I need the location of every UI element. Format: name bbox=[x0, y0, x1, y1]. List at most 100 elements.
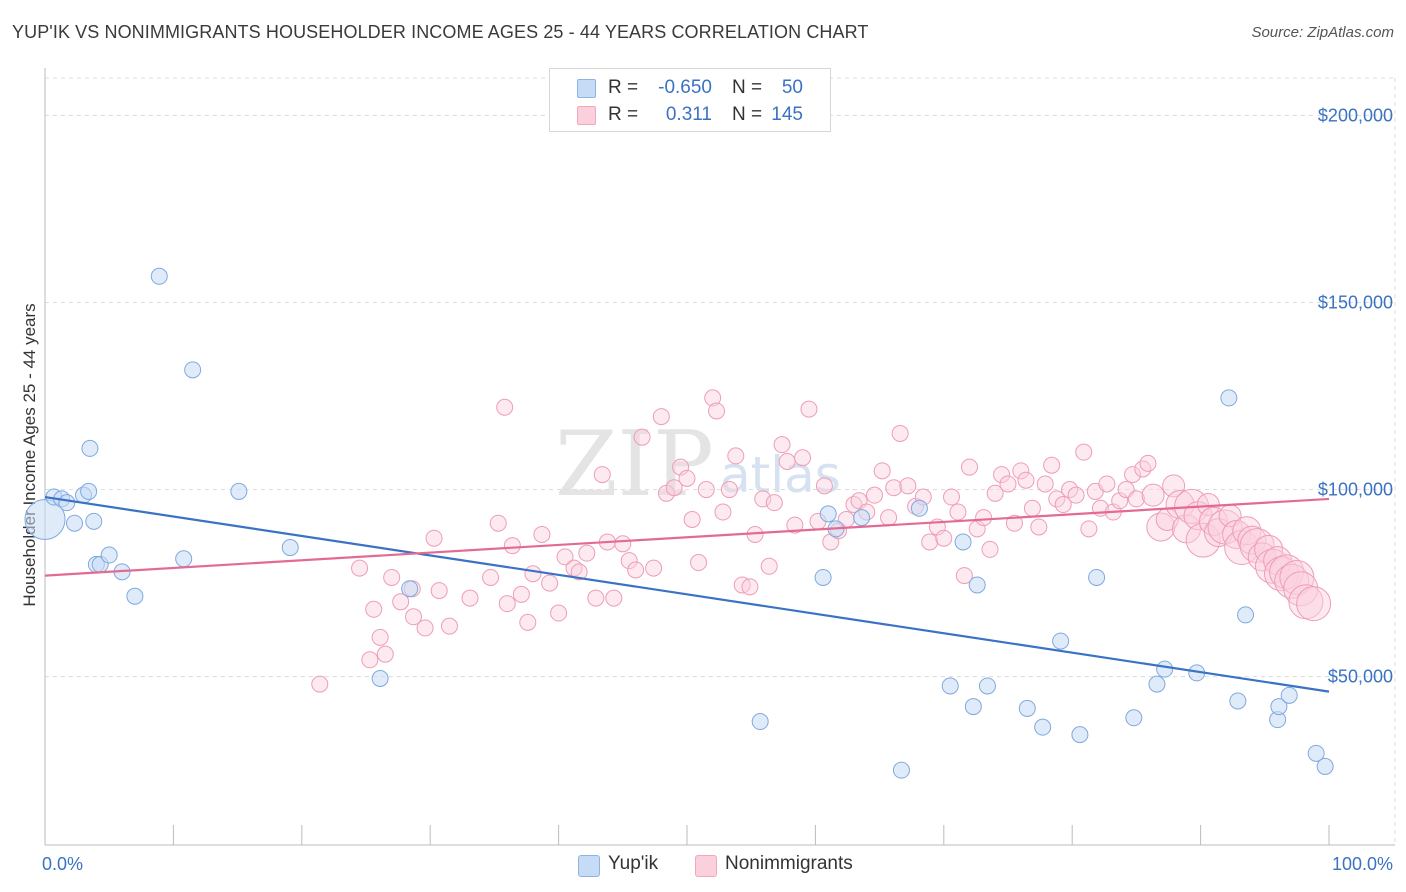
point-nonimmigrants bbox=[815, 477, 833, 495]
point-nonimmigrants bbox=[627, 561, 645, 579]
point-nonimmigrants bbox=[1296, 586, 1332, 622]
point-yupik bbox=[853, 509, 871, 527]
point-yupik bbox=[85, 512, 103, 530]
legend-n-value: 50 bbox=[781, 77, 803, 98]
point-yupik bbox=[175, 550, 193, 568]
axes bbox=[44, 68, 1395, 846]
legend-label-nonimmigrants: Nonimmigrants bbox=[725, 853, 853, 874]
point-nonimmigrants bbox=[885, 479, 903, 497]
point-nonimmigrants bbox=[741, 578, 759, 596]
legend-swatch-yupik bbox=[577, 79, 596, 98]
point-nonimmigrants bbox=[482, 568, 500, 586]
x-tick-label: 100.0% bbox=[1332, 854, 1393, 874]
point-yupik bbox=[1307, 744, 1325, 762]
point-yupik bbox=[892, 761, 910, 779]
point-nonimmigrants bbox=[512, 585, 530, 603]
point-nonimmigrants bbox=[570, 563, 588, 581]
point-nonimmigrants bbox=[981, 540, 999, 558]
point-nonimmigrants bbox=[430, 582, 448, 600]
point-nonimmigrants bbox=[1048, 490, 1066, 508]
point-yupik bbox=[1237, 606, 1255, 624]
point-yupik bbox=[401, 580, 419, 598]
point-yupik bbox=[1148, 675, 1166, 693]
point-nonimmigrants bbox=[524, 565, 542, 583]
point-nonimmigrants bbox=[1139, 454, 1157, 472]
point-yupik bbox=[230, 482, 248, 500]
point-nonimmigrants bbox=[620, 552, 638, 570]
y-tick-label: $150,000 bbox=[1318, 292, 1393, 312]
point-nonimmigrants bbox=[1127, 490, 1145, 508]
point-nonimmigrants bbox=[614, 535, 632, 553]
point-nonimmigrants bbox=[773, 436, 791, 454]
trend-lines bbox=[44, 495, 1330, 693]
point-nonimmigrants bbox=[999, 475, 1017, 493]
point-nonimmigrants bbox=[665, 479, 683, 497]
point-nonimmigrants bbox=[720, 481, 738, 499]
point-nonimmigrants bbox=[1237, 525, 1267, 555]
point-nonimmigrants bbox=[1124, 466, 1142, 484]
point-nonimmigrants bbox=[1030, 518, 1048, 536]
point-yupik bbox=[814, 568, 832, 586]
point-nonimmigrants bbox=[697, 481, 715, 499]
point-yupik bbox=[1220, 389, 1238, 407]
point-nonimmigrants bbox=[1141, 483, 1165, 507]
point-nonimmigrants bbox=[986, 484, 1004, 502]
point-nonimmigrants bbox=[496, 398, 514, 416]
point-nonimmigrants bbox=[376, 645, 394, 663]
point-nonimmigrants bbox=[533, 525, 551, 543]
y-tick-label: $100,000 bbox=[1318, 480, 1393, 500]
point-nonimmigrants bbox=[645, 559, 663, 577]
point-nonimmigrants bbox=[498, 595, 516, 613]
point-nonimmigrants bbox=[765, 494, 783, 512]
y-tick-label: $50,000 bbox=[1328, 667, 1393, 687]
point-nonimmigrants bbox=[392, 593, 410, 611]
point-nonimmigrants bbox=[678, 469, 696, 487]
point-nonimmigrants bbox=[1061, 481, 1079, 499]
point-yupik bbox=[1018, 699, 1036, 717]
legend-n-label: N = bbox=[732, 104, 763, 125]
legend-row-yupik: R = -0.650 N = 50 bbox=[550, 73, 830, 101]
point-nonimmigrants bbox=[993, 466, 1011, 484]
point-nonimmigrants bbox=[800, 400, 818, 418]
point-nonimmigrants bbox=[778, 453, 796, 470]
source-credit: Source: ZipAtlas.com bbox=[1251, 24, 1394, 41]
point-yupik bbox=[100, 546, 118, 564]
point-nonimmigrants bbox=[416, 619, 434, 637]
point-nonimmigrants bbox=[1283, 571, 1319, 607]
point-nonimmigrants bbox=[683, 510, 701, 528]
point-nonimmigrants bbox=[593, 466, 611, 484]
point-yupik bbox=[1052, 632, 1070, 650]
point-yupik bbox=[184, 361, 202, 379]
point-nonimmigrants bbox=[1222, 519, 1252, 549]
point-nonimmigrants bbox=[880, 509, 898, 527]
point-nonimmigrants bbox=[975, 509, 993, 527]
point-nonimmigrants bbox=[1162, 474, 1186, 498]
legend-r-label: R = bbox=[608, 77, 639, 98]
legend-swatch-yupik bbox=[578, 855, 600, 877]
y-tick-label: $200,000 bbox=[1318, 105, 1393, 125]
point-yupik bbox=[24, 498, 66, 540]
legend-r-value: 0.311 bbox=[665, 104, 712, 125]
point-yupik bbox=[1156, 660, 1174, 678]
point-yupik bbox=[1316, 757, 1334, 775]
point-nonimmigrants bbox=[605, 589, 623, 607]
point-nonimmigrants bbox=[921, 533, 939, 551]
point-nonimmigrants bbox=[760, 557, 778, 575]
correlation-legend: R = -0.650 N = 50 R = 0.311 N = 145 bbox=[549, 68, 831, 132]
legend-r-value: -0.650 bbox=[658, 77, 712, 98]
point-nonimmigrants bbox=[587, 589, 605, 607]
point-nonimmigrants bbox=[461, 589, 479, 607]
point-nonimmigrants bbox=[489, 514, 507, 532]
point-yupik bbox=[1270, 698, 1288, 716]
legend-row-nonimmigrants: R = 0.311 N = 145 bbox=[550, 100, 830, 128]
point-nonimmigrants bbox=[652, 408, 670, 426]
point-yupik bbox=[910, 499, 928, 517]
series-legend: Yup'ik Nonimmigrants bbox=[0, 852, 1406, 878]
point-nonimmigrants bbox=[503, 537, 521, 555]
point-nonimmigrants bbox=[1023, 499, 1041, 517]
chart-title: YUP'IK VS NONIMMIGRANTS HOUSEHOLDER INCO… bbox=[12, 22, 869, 42]
watermark-atlas: atlas bbox=[720, 446, 841, 504]
point-nonimmigrants bbox=[943, 488, 961, 506]
point-nonimmigrants bbox=[1017, 471, 1035, 489]
